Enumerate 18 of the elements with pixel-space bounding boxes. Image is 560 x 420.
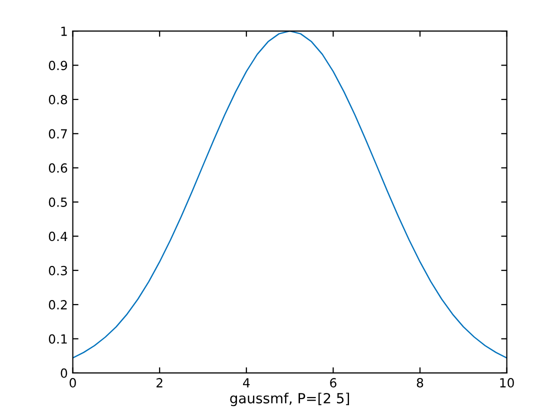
x-tick-label: 6 [330,378,336,388]
x-tick-label: 2 [156,378,162,388]
y-tick-label: 1 [61,26,67,36]
y-tick-label: 0.8 [48,94,68,104]
x-tick-label: 0 [70,378,76,388]
y-tick-label: 0.9 [48,60,68,70]
x-axis-title: gaussmf, P=[2 5] [230,392,349,406]
y-tick-label: 0.5 [48,197,67,207]
y-tick-label: 0.1 [48,334,67,344]
y-tick-label: 0.3 [48,266,67,276]
x-tick-label: 8 [416,378,424,388]
x-tick-label: 10 [500,378,514,388]
y-tick-label: 0 [60,368,68,378]
y-tick-label: 0.7 [48,129,67,139]
y-tick-label: 0.4 [48,232,68,242]
y-tick-label: 0.2 [48,300,67,310]
x-tick-label: 4 [243,378,250,388]
y-tick-label: 0.6 [48,163,68,173]
